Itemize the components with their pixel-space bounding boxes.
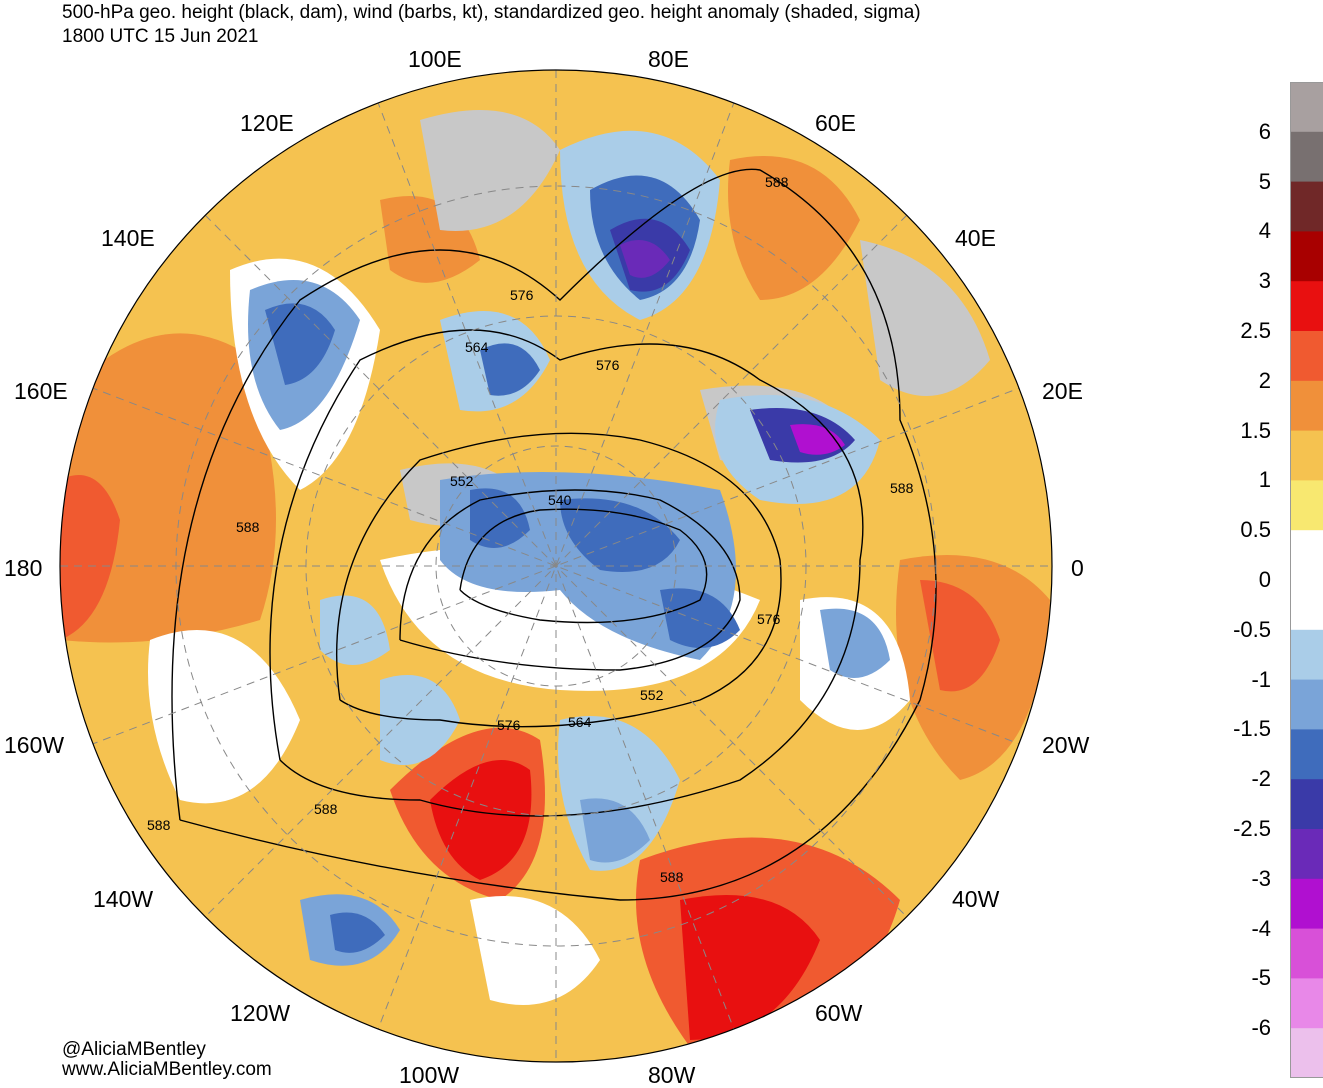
longitude-label: 100W xyxy=(399,1062,459,1088)
longitude-label: 120W xyxy=(230,1000,290,1026)
longitude-label: 160E xyxy=(14,378,68,404)
colorbar-segment xyxy=(1290,331,1323,381)
contour-label: 588 xyxy=(660,869,684,885)
longitude-label: 140W xyxy=(93,886,153,912)
colorbar-label: 5 xyxy=(1201,170,1271,194)
colorbar-label: -5 xyxy=(1201,966,1271,990)
colorbar-segment xyxy=(1290,132,1323,182)
colorbar-segment xyxy=(1290,480,1323,530)
longitude-label: 80W xyxy=(648,1062,695,1088)
colorbar-segment xyxy=(1290,630,1323,680)
longitude-label: 40E xyxy=(955,225,996,251)
colorbar-label: -1.5 xyxy=(1201,717,1271,741)
contour-label: 564 xyxy=(465,339,489,355)
colorbar-segment xyxy=(1290,381,1323,431)
contour-label: 552 xyxy=(450,473,474,489)
contour-label: 588 xyxy=(890,480,914,496)
colorbar-segment xyxy=(1290,182,1323,232)
contour-label: 576 xyxy=(757,611,781,627)
longitude-label: 140E xyxy=(101,225,155,251)
colorbar-label: 4 xyxy=(1201,219,1271,243)
colorbar-segment xyxy=(1290,779,1323,829)
colorbar-segment xyxy=(1290,829,1323,879)
colorbar-label: 6 xyxy=(1201,120,1271,144)
colorbar-segment xyxy=(1290,431,1323,481)
colorbar-segment xyxy=(1290,580,1323,630)
colorbar-label: 1 xyxy=(1201,468,1271,492)
colorbar-label: 3 xyxy=(1201,269,1271,293)
colorbar-label: -4 xyxy=(1201,917,1271,941)
longitude-label: 120E xyxy=(240,110,294,136)
colorbar-label: 0.5 xyxy=(1201,518,1271,542)
colorbar-label: 2 xyxy=(1201,369,1271,393)
colorbar-label: -2.5 xyxy=(1201,817,1271,841)
colorbar-label: 2.5 xyxy=(1201,319,1271,343)
longitude-label: 80E xyxy=(648,46,689,72)
colorbar-segment xyxy=(1290,530,1323,580)
longitude-label: 20E xyxy=(1042,378,1083,404)
colorbar-segment xyxy=(1290,82,1323,132)
longitude-label: 20W xyxy=(1042,732,1089,758)
colorbar-segment xyxy=(1290,978,1323,1028)
colorbar-segment xyxy=(1290,879,1323,929)
longitude-label: 180 xyxy=(4,555,42,581)
contour-label: 588 xyxy=(147,817,171,833)
colorbar-label: -1 xyxy=(1201,668,1271,692)
contour-label: 576 xyxy=(596,357,620,373)
longitude-label: 60W xyxy=(815,1000,862,1026)
contour-label: 540 xyxy=(548,492,572,508)
contour-label: 576 xyxy=(497,717,521,733)
colorbar-segment xyxy=(1290,231,1323,281)
colorbar-segment xyxy=(1290,1028,1323,1078)
colorbar xyxy=(1290,82,1323,1078)
contour-label: 564 xyxy=(568,714,592,730)
longitude-label: 60E xyxy=(815,110,856,136)
contour-label: 552 xyxy=(640,687,664,703)
contour-label: 576 xyxy=(510,287,534,303)
longitude-label: 160W xyxy=(4,732,64,758)
colorbar-label: 1.5 xyxy=(1201,419,1271,443)
credit-handle: @AliciaMBentley xyxy=(62,1040,206,1060)
colorbar-segment xyxy=(1290,929,1323,979)
credit-website: www.AliciaMBentley.com xyxy=(62,1060,272,1080)
colorbar-segment xyxy=(1290,729,1323,779)
colorbar-label: -6 xyxy=(1201,1016,1271,1040)
colorbar-label: 0 xyxy=(1201,568,1271,592)
contour-label: 588 xyxy=(236,519,260,535)
colorbar-segment xyxy=(1290,680,1323,730)
contour-label: 588 xyxy=(314,801,338,817)
longitude-label: 0 xyxy=(1071,555,1084,581)
colorbar-label: -3 xyxy=(1201,867,1271,891)
longitude-label: 40W xyxy=(952,886,999,912)
contour-label: 588 xyxy=(765,174,789,190)
colorbar-label: -2 xyxy=(1201,767,1271,791)
colorbar-segment xyxy=(1290,281,1323,331)
colorbar-label: -0.5 xyxy=(1201,618,1271,642)
longitude-label: 100E xyxy=(408,46,462,72)
